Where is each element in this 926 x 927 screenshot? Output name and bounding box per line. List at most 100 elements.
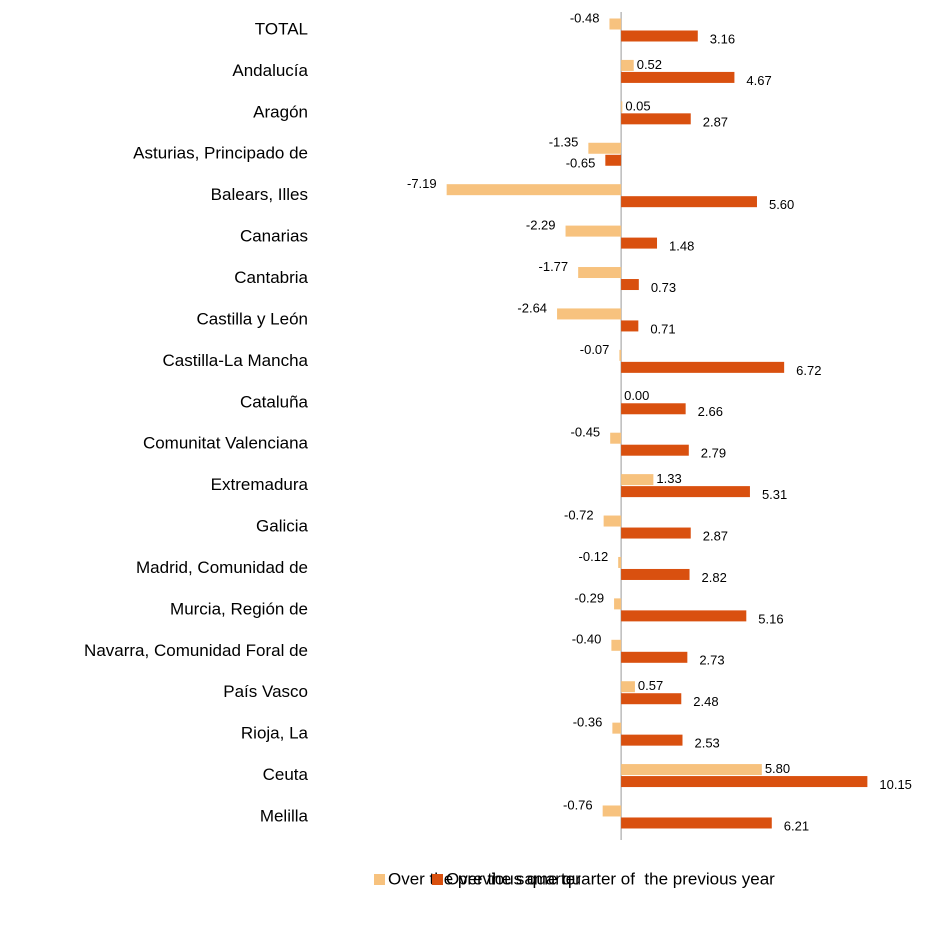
category-label: Extremadura — [211, 475, 309, 494]
bar — [621, 681, 635, 693]
category-label: Murcia, Región de — [170, 599, 308, 618]
bar — [621, 444, 689, 456]
bar — [621, 113, 691, 125]
value-label: -2.29 — [526, 218, 556, 233]
bar — [621, 610, 747, 622]
category-label: Canarias — [240, 227, 308, 246]
value-label: 2.66 — [698, 404, 723, 419]
bar — [621, 403, 686, 415]
category-label: TOTAL — [255, 19, 308, 38]
value-label: 4.67 — [746, 73, 771, 88]
bar — [619, 349, 622, 361]
bar — [621, 361, 785, 373]
bar — [621, 101, 623, 113]
bar — [621, 59, 634, 71]
value-label: 10.15 — [879, 777, 912, 792]
bar — [557, 308, 622, 320]
value-label: 6.72 — [796, 363, 821, 378]
bar — [614, 598, 622, 610]
value-label: 5.31 — [762, 487, 787, 502]
category-label: Asturias, Principado de — [133, 144, 308, 163]
value-label: -0.65 — [566, 156, 596, 171]
value-label: -1.35 — [549, 135, 579, 150]
category-label: Castilla-La Mancha — [162, 351, 308, 370]
category-label: Cataluña — [240, 392, 309, 411]
value-label: 2.53 — [694, 736, 719, 751]
bar — [621, 71, 735, 83]
bar — [621, 474, 654, 486]
bar — [621, 527, 691, 539]
bar — [621, 764, 762, 776]
value-label: -7.19 — [407, 176, 437, 191]
category-label: Ceuta — [263, 765, 309, 784]
bar — [609, 18, 622, 30]
bar — [621, 817, 772, 829]
bar — [578, 267, 622, 279]
bar — [621, 486, 750, 498]
bar — [621, 279, 639, 291]
category-label: Galicia — [256, 517, 309, 536]
bar — [621, 320, 639, 332]
legend-label: Over the same quarter of the previous ye… — [446, 869, 775, 888]
category-label: Andalucía — [232, 61, 308, 80]
value-label: -0.40 — [572, 632, 602, 647]
bar — [588, 142, 622, 154]
value-label: -0.48 — [570, 10, 600, 25]
value-label: -0.76 — [563, 797, 593, 812]
category-label: Castilla y León — [196, 309, 308, 328]
category-label: Comunitat Valenciana — [143, 434, 309, 453]
value-label: 2.87 — [703, 528, 728, 543]
value-label: 5.60 — [769, 197, 794, 212]
bar — [621, 693, 682, 705]
value-label: -0.36 — [573, 715, 603, 730]
bar — [611, 639, 622, 651]
value-label: 2.48 — [693, 694, 718, 709]
value-label: 0.00 — [624, 388, 649, 403]
bar — [621, 776, 868, 788]
bar — [621, 651, 688, 663]
value-label: 0.57 — [638, 678, 663, 693]
value-label: -0.72 — [564, 507, 594, 522]
category-label: Rioja, La — [241, 724, 309, 743]
bar — [618, 556, 622, 568]
legend-swatch — [432, 874, 443, 885]
value-label: 6.21 — [784, 818, 809, 833]
value-label: 2.87 — [703, 114, 728, 129]
value-label: 0.73 — [651, 280, 676, 295]
category-label: Madrid, Comunidad de — [136, 558, 308, 577]
bar — [565, 225, 622, 237]
bar — [621, 568, 690, 580]
bar — [603, 515, 622, 527]
value-label: 0.71 — [650, 321, 675, 336]
bar — [621, 734, 683, 746]
value-label: -0.45 — [571, 425, 601, 440]
category-label: Navarra, Comunidad Foral de — [84, 641, 308, 660]
value-label: 5.16 — [758, 611, 783, 626]
category-label: País Vasco — [223, 682, 308, 701]
value-label: -0.12 — [579, 549, 609, 564]
value-label: 5.80 — [765, 761, 790, 776]
bar — [610, 432, 622, 444]
value-label: 1.33 — [656, 471, 681, 486]
value-label: 1.48 — [669, 239, 694, 254]
value-label: 2.73 — [699, 653, 724, 668]
value-label: -0.07 — [580, 342, 610, 357]
category-label: Melilla — [260, 806, 309, 825]
bar — [446, 184, 622, 196]
bar — [612, 722, 622, 734]
legend-swatch — [374, 874, 385, 885]
value-label: 0.05 — [625, 98, 650, 113]
category-label: Balears, Illes — [211, 185, 308, 204]
value-label: 2.82 — [702, 570, 727, 585]
value-label: -1.77 — [539, 259, 569, 274]
bar — [621, 196, 757, 208]
value-label: -0.29 — [574, 590, 604, 605]
value-label: 3.16 — [710, 31, 735, 46]
category-label: Cantabria — [234, 268, 308, 287]
category-label: Aragón — [253, 102, 308, 121]
bar — [621, 237, 658, 249]
bar — [602, 805, 622, 817]
bar — [621, 30, 698, 42]
value-label: 2.79 — [701, 446, 726, 461]
